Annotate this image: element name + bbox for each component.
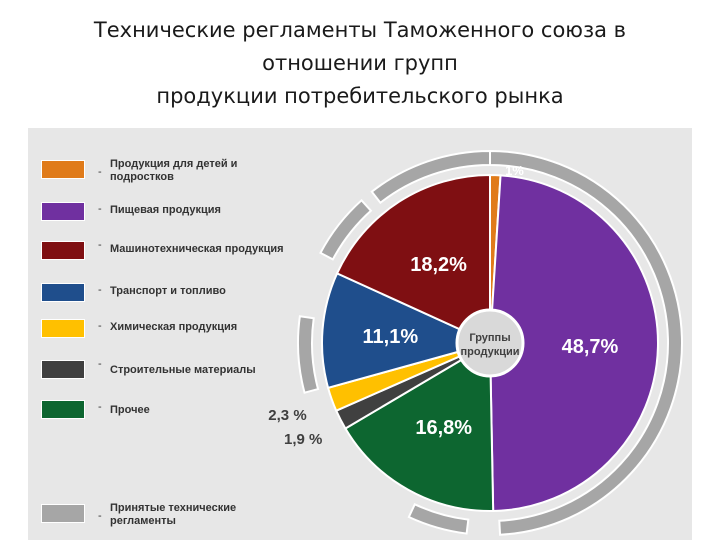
title-line-2: отношении групп [262, 51, 458, 75]
legend-swatch-machinery [41, 241, 85, 260]
adopted-regulations-ring-arc [489, 149, 683, 536]
slice-data-label: 2,3 % [268, 407, 306, 424]
legend-label-chemical: Химическая продукция [110, 321, 238, 333]
adopted-regulations-ring-arc [319, 198, 373, 261]
legend-label-construction: Строительные материалы [110, 364, 256, 376]
legend-label-adopted: Принятые технические регламенты [110, 502, 237, 527]
pie-chart: Группы продукции 1% 48,7% 16,8% 1,9 % 2,3 % 11,… [268, 149, 683, 536]
legend-item-adopted: - Принятые технические регламенты [38, 502, 338, 528]
legend-label-machinery: Машинотехническая продукция [110, 243, 284, 255]
center-label-line-1: Группы [469, 332, 510, 344]
legend: - Продукция для детей и подростков - Пищ… [38, 128, 338, 540]
legend-dash: - [98, 239, 102, 251]
legend-label-food: Пищевая продукция [110, 204, 221, 216]
legend-swatch-chemical [41, 319, 85, 338]
legend-label-children: Продукция для детей и подростков [110, 158, 238, 183]
legend-swatch-children [41, 160, 85, 179]
slice-data-label: 18,2% [410, 254, 467, 276]
center-circle [455, 308, 525, 378]
pie-slice [335, 173, 491, 345]
legend-swatch-other [41, 400, 85, 419]
legend-dash: - [98, 510, 102, 522]
legend-swatch-transport [41, 283, 85, 302]
legend-item-children: - Продукция для детей и подростков [38, 158, 338, 184]
legend-item-transport: - Транспорт и топливо [38, 281, 338, 307]
pie-slice [344, 341, 495, 512]
adopted-regulations-ring-arc [370, 149, 491, 205]
legend-swatch-food [41, 202, 85, 221]
legend-item-machinery: - Машинотехническая продукция [38, 239, 338, 265]
slice-data-label: 48,7% [562, 336, 619, 358]
slice-data-label: 11,1% [363, 326, 419, 348]
legend-dash: - [98, 401, 102, 413]
slide-title: Технические регламенты Таможенного союза… [20, 14, 700, 113]
legend-label-other: Прочее [110, 404, 150, 416]
legend-label-transport: Транспорт и топливо [110, 285, 226, 297]
legend-item-other: - Прочее [38, 398, 338, 424]
pie-slice [321, 272, 493, 390]
legend-swatch-construction [41, 360, 85, 379]
legend-dash: - [98, 166, 102, 178]
slice-data-label: 1% [505, 163, 524, 178]
legend-item-chemical: - Химическая продукция [38, 317, 338, 343]
pie-slice [488, 174, 659, 512]
center-label-line-2: продукции [461, 346, 520, 358]
slice-data-label: 1,9 % [284, 431, 322, 448]
legend-dash: - [98, 358, 102, 370]
slice-data-label: 16,8% [415, 417, 472, 439]
legend-dash: - [98, 320, 102, 332]
adopted-regulations-ring-arc [297, 315, 320, 394]
title-line-1: Технические регламенты Таможенного союза… [93, 18, 627, 42]
legend-dash: - [98, 284, 102, 296]
legend-swatch-adopted [41, 504, 85, 523]
legend-item-food: - Пищевая продукция [38, 200, 338, 226]
legend-dash: - [98, 203, 102, 215]
title-line-3: продукции потребительского рынка [156, 84, 564, 108]
legend-item-construction: - Строительные материалы [38, 358, 338, 384]
chart-panel: Группы продукции 1% 48,7% 16,8% 1,9 % 2,3 % 11,… [28, 128, 692, 540]
adopted-regulations-ring-arc [407, 502, 470, 535]
